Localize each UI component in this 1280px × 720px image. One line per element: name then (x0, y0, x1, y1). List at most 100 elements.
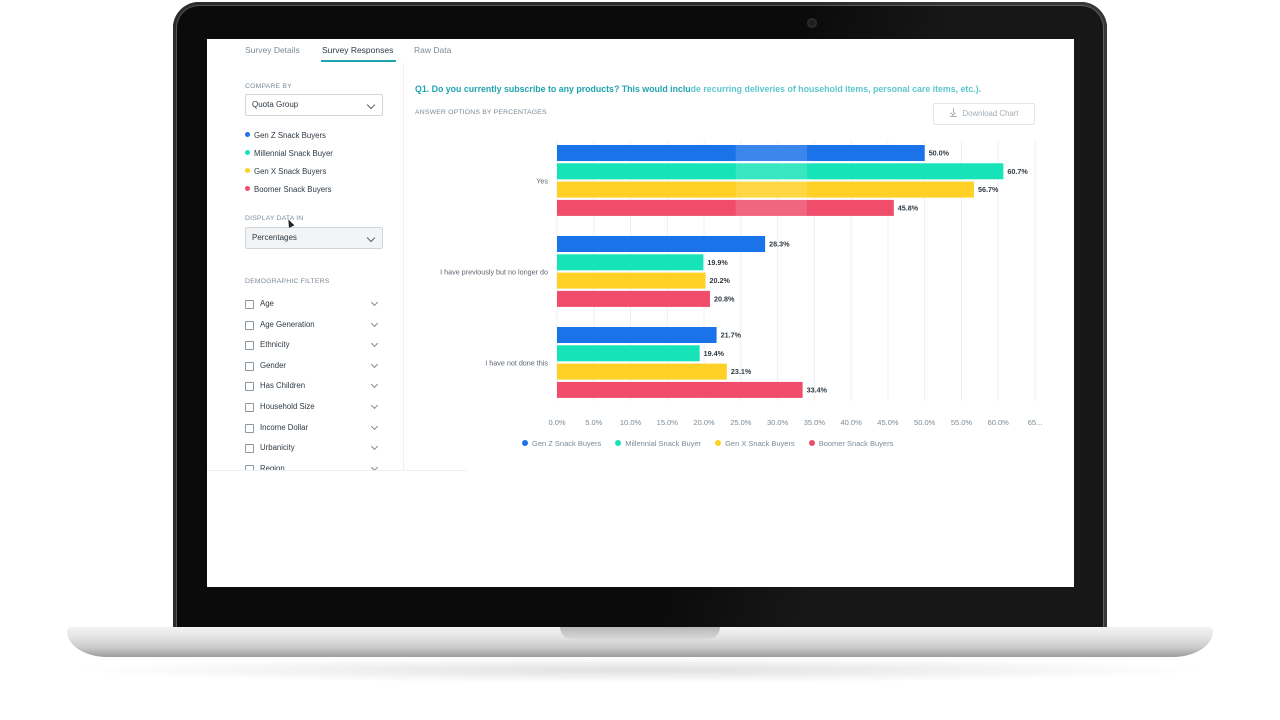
legend-item[interactable]: Gen Z Snack Buyers (522, 439, 601, 448)
checkbox[interactable] (245, 300, 254, 309)
chevron-down-icon[interactable] (370, 380, 379, 389)
filter-age-generation[interactable]: Age Generation (245, 319, 383, 331)
category-label: Yes (536, 176, 548, 185)
checkbox[interactable] (245, 321, 254, 330)
chevron-down-icon[interactable] (370, 360, 379, 369)
tab-survey-responses[interactable]: Survey Responses (322, 45, 394, 55)
data-label: 28.3% (769, 240, 790, 249)
filter-label: Age Generation (260, 320, 315, 329)
checkbox[interactable] (245, 382, 254, 391)
chevron-down-icon[interactable] (370, 442, 379, 451)
category-label: I have previously but no longer do (440, 267, 548, 276)
legend-label: Millennial Snack Buyer (625, 439, 702, 448)
data-label: 50.0% (929, 149, 950, 158)
checkbox[interactable] (245, 465, 254, 471)
checkbox[interactable] (245, 341, 254, 350)
group-label: Gen X Snack Buyers (254, 167, 327, 176)
data-label: 45.8% (898, 204, 919, 213)
download-icon (949, 108, 957, 117)
group-label: Boomer Snack Buyers (254, 185, 332, 194)
legend-item[interactable]: Millennial Snack Buyer (615, 439, 701, 448)
bar (557, 363, 727, 380)
group-label: Gen Z Snack Buyers (254, 131, 326, 140)
sidebar: COMPARE BY Quota Group Gen Z Snack Buyer… (207, 63, 404, 471)
legend-dot-icon (715, 440, 722, 447)
filter-urbanicity[interactable]: Urbanicity (245, 442, 383, 454)
chevron-down-icon (366, 100, 376, 110)
checkbox[interactable] (245, 444, 254, 453)
x-tick-label: 25.0% (730, 418, 752, 427)
chevron-down-icon[interactable] (370, 339, 379, 348)
legend-dot-icon (808, 440, 815, 447)
filter-label: Age (260, 299, 274, 308)
filter-label: Income Dollar (260, 423, 309, 432)
x-tick-label: 50.0% (914, 418, 936, 427)
x-tick-label: 10.0% (620, 418, 642, 427)
x-tick-label: 55.0% (951, 418, 973, 427)
checkbox[interactable] (245, 424, 254, 433)
webcam (807, 18, 817, 28)
download-chart-button[interactable]: Download Chart (933, 103, 1035, 125)
group-legend-item: Gen Z Snack Buyers (245, 131, 326, 141)
filter-household-size[interactable]: Household Size (245, 401, 383, 413)
laptop-shadow (67, 657, 1213, 683)
teal-dot-icon (245, 150, 250, 156)
laptop-notch (560, 627, 720, 639)
filter-gender[interactable]: Gender (245, 360, 383, 372)
chevron-down-icon[interactable] (370, 298, 379, 307)
tab-survey-details[interactable]: Survey Details (245, 45, 300, 55)
legend-item[interactable]: Gen X Snack Buyers (715, 439, 795, 448)
chevron-down-icon[interactable] (370, 401, 379, 410)
divider (207, 470, 467, 471)
filter-region[interactable]: Region (245, 463, 383, 471)
red-dot-icon (245, 186, 250, 192)
chevron-down-icon[interactable] (370, 422, 379, 431)
filter-income-dollar[interactable]: Income Dollar (245, 422, 383, 434)
filter-label: Has Children (260, 381, 306, 390)
legend-item[interactable]: Boomer Snack Buyers (808, 439, 893, 448)
bar (557, 272, 706, 289)
group-legend-item: Gen X Snack Buyers (245, 167, 326, 177)
filter-has-children[interactable]: Has Children (245, 380, 383, 392)
filter-ethnicity[interactable]: Ethnicity (245, 339, 383, 351)
data-label: 19.9% (707, 258, 728, 267)
bar (557, 254, 704, 271)
bar (557, 163, 1004, 180)
data-label: 20.8% (714, 295, 735, 304)
display-data-select[interactable]: Percentages (245, 227, 383, 249)
group-label: Millennial Snack Buyer (254, 149, 333, 158)
checkbox[interactable] (245, 362, 254, 371)
x-tick-label: 5.0% (585, 418, 602, 427)
x-tick-label: 45.0% (877, 418, 899, 427)
legend-dot-icon (522, 440, 528, 447)
question-text-rest: de recurring deliveries of household ite… (690, 84, 982, 94)
filter-label: Ethnicity (260, 340, 290, 349)
display-data-label: DISPLAY DATA IN (245, 215, 304, 222)
data-label: 21.7% (721, 331, 742, 340)
compare-by-select[interactable]: Quota Group (245, 94, 383, 116)
x-tick-label: 30.0% (767, 418, 789, 427)
x-tick-label: 35.0% (804, 418, 826, 427)
checkbox[interactable] (245, 403, 254, 412)
x-tick-label: 0.0% (548, 418, 565, 427)
tab-bar: Survey Details Survey Responses Raw Data (207, 39, 1074, 62)
data-label: 19.4% (704, 349, 725, 358)
group-legend-item: Millennial Snack Buyer (245, 149, 333, 159)
chevron-down-icon (366, 233, 376, 243)
active-tab-indicator (321, 60, 396, 62)
x-tick-label: 60.0% (988, 418, 1010, 427)
bar (557, 199, 894, 216)
tab-raw-data[interactable]: Raw Data (414, 45, 452, 55)
hover-highlight (735, 145, 808, 216)
legend-dot-icon (615, 440, 622, 447)
x-tick-label: 15.0% (657, 418, 679, 427)
x-tick-label: 65... (1028, 418, 1043, 427)
data-label: 56.7% (978, 185, 999, 194)
app-screen: Survey Details Survey Responses Raw Data… (207, 39, 1074, 587)
legend-label: Gen X Snack Buyers (725, 439, 795, 448)
group-legend-item: Boomer Snack Buyers (245, 185, 332, 195)
bar (557, 327, 717, 343)
chevron-down-icon[interactable] (370, 319, 379, 328)
filter-age[interactable]: Age (245, 298, 383, 310)
chart-subtitle: ANSWER OPTIONS BY PERCENTAGES (415, 109, 547, 116)
